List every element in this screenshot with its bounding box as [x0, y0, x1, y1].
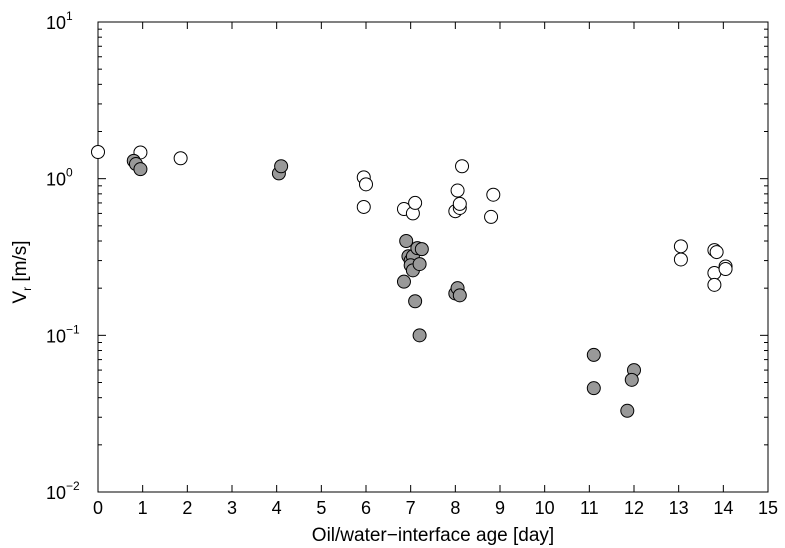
filled-data-point [414, 242, 429, 257]
y-tick-label-exponent: −2 [66, 479, 80, 493]
y-tick-label-base: 10 [46, 13, 66, 33]
filled-data-point [412, 328, 427, 343]
open-data-point [673, 239, 688, 254]
x-tick-label: 7 [406, 498, 416, 518]
y-tick-label-base: 10 [46, 326, 66, 346]
y-tick-label-exponent: 1 [66, 9, 73, 23]
x-tick-label: 11 [580, 498, 599, 518]
filled-data-point [620, 403, 635, 418]
filled-data-point [412, 257, 427, 272]
filled-data-point [399, 234, 414, 249]
open-data-point [408, 195, 423, 210]
y-axis-label-subscript: r [20, 287, 34, 291]
x-tick-label: 2 [182, 498, 192, 518]
y-tick-label: 10−1 [46, 322, 80, 346]
open-data-point [484, 209, 499, 224]
open-data-point [359, 177, 373, 192]
x-tick-label: 10 [535, 498, 555, 518]
x-tick-label: 8 [450, 498, 460, 518]
x-tick-label: 4 [272, 498, 282, 518]
x-axis-ticks: 0 1 2 3 4 5 6 7 8 9 10 11 12 13 14 15 [93, 22, 778, 518]
open-data-point [450, 183, 465, 198]
y-tick-label-base: 10 [46, 483, 66, 503]
open-data-point [673, 252, 688, 267]
x-tick-label: 1 [138, 498, 148, 518]
open-data-point [452, 196, 467, 211]
plot-frame [97, 21, 769, 493]
y-tick-label: 101 [46, 9, 73, 33]
open-data-point [709, 245, 724, 260]
x-tick-label: 15 [758, 498, 778, 518]
open-data-point [718, 262, 733, 277]
filled-data-point [452, 288, 467, 303]
x-tick-label: 3 [227, 498, 237, 518]
filled-data-point [408, 294, 423, 309]
open-data-point [455, 159, 470, 174]
y-tick-label: 100 [46, 166, 73, 190]
filled-data-point [133, 162, 148, 177]
filled-data-point [274, 159, 289, 174]
open-data-point [91, 144, 105, 159]
open-data-point [486, 187, 501, 202]
x-tick-label: 12 [624, 498, 644, 518]
x-tick-label: 13 [669, 498, 689, 518]
filled-data-point [586, 381, 601, 396]
y-tick-label-base: 10 [46, 170, 66, 190]
x-tick-label: 5 [316, 498, 326, 518]
x-axis-label: Oil/water−interface age [day] [312, 525, 554, 546]
open-data-point [173, 151, 188, 166]
data-points [91, 144, 733, 418]
x-tick-label: 0 [93, 498, 103, 518]
filled-data-point [624, 372, 639, 387]
y-tick-label-exponent: 0 [66, 166, 73, 180]
y-tick-label-exponent: −1 [66, 322, 80, 336]
x-tick-label: 6 [361, 498, 371, 518]
open-data-point [356, 199, 371, 214]
y-axis-label-main: V [10, 291, 31, 304]
filled-data-point [396, 274, 411, 289]
y-axis-label: Vr [m/s] [10, 240, 34, 303]
x-tick-label: 14 [713, 498, 733, 518]
plot-area-border [97, 21, 769, 493]
open-data-point [707, 277, 722, 292]
y-axis-label-unit: [m/s] [10, 240, 31, 286]
y-tick-label: 10−2 [46, 479, 80, 503]
filled-data-point [586, 347, 601, 362]
x-tick-label: 9 [495, 498, 505, 518]
